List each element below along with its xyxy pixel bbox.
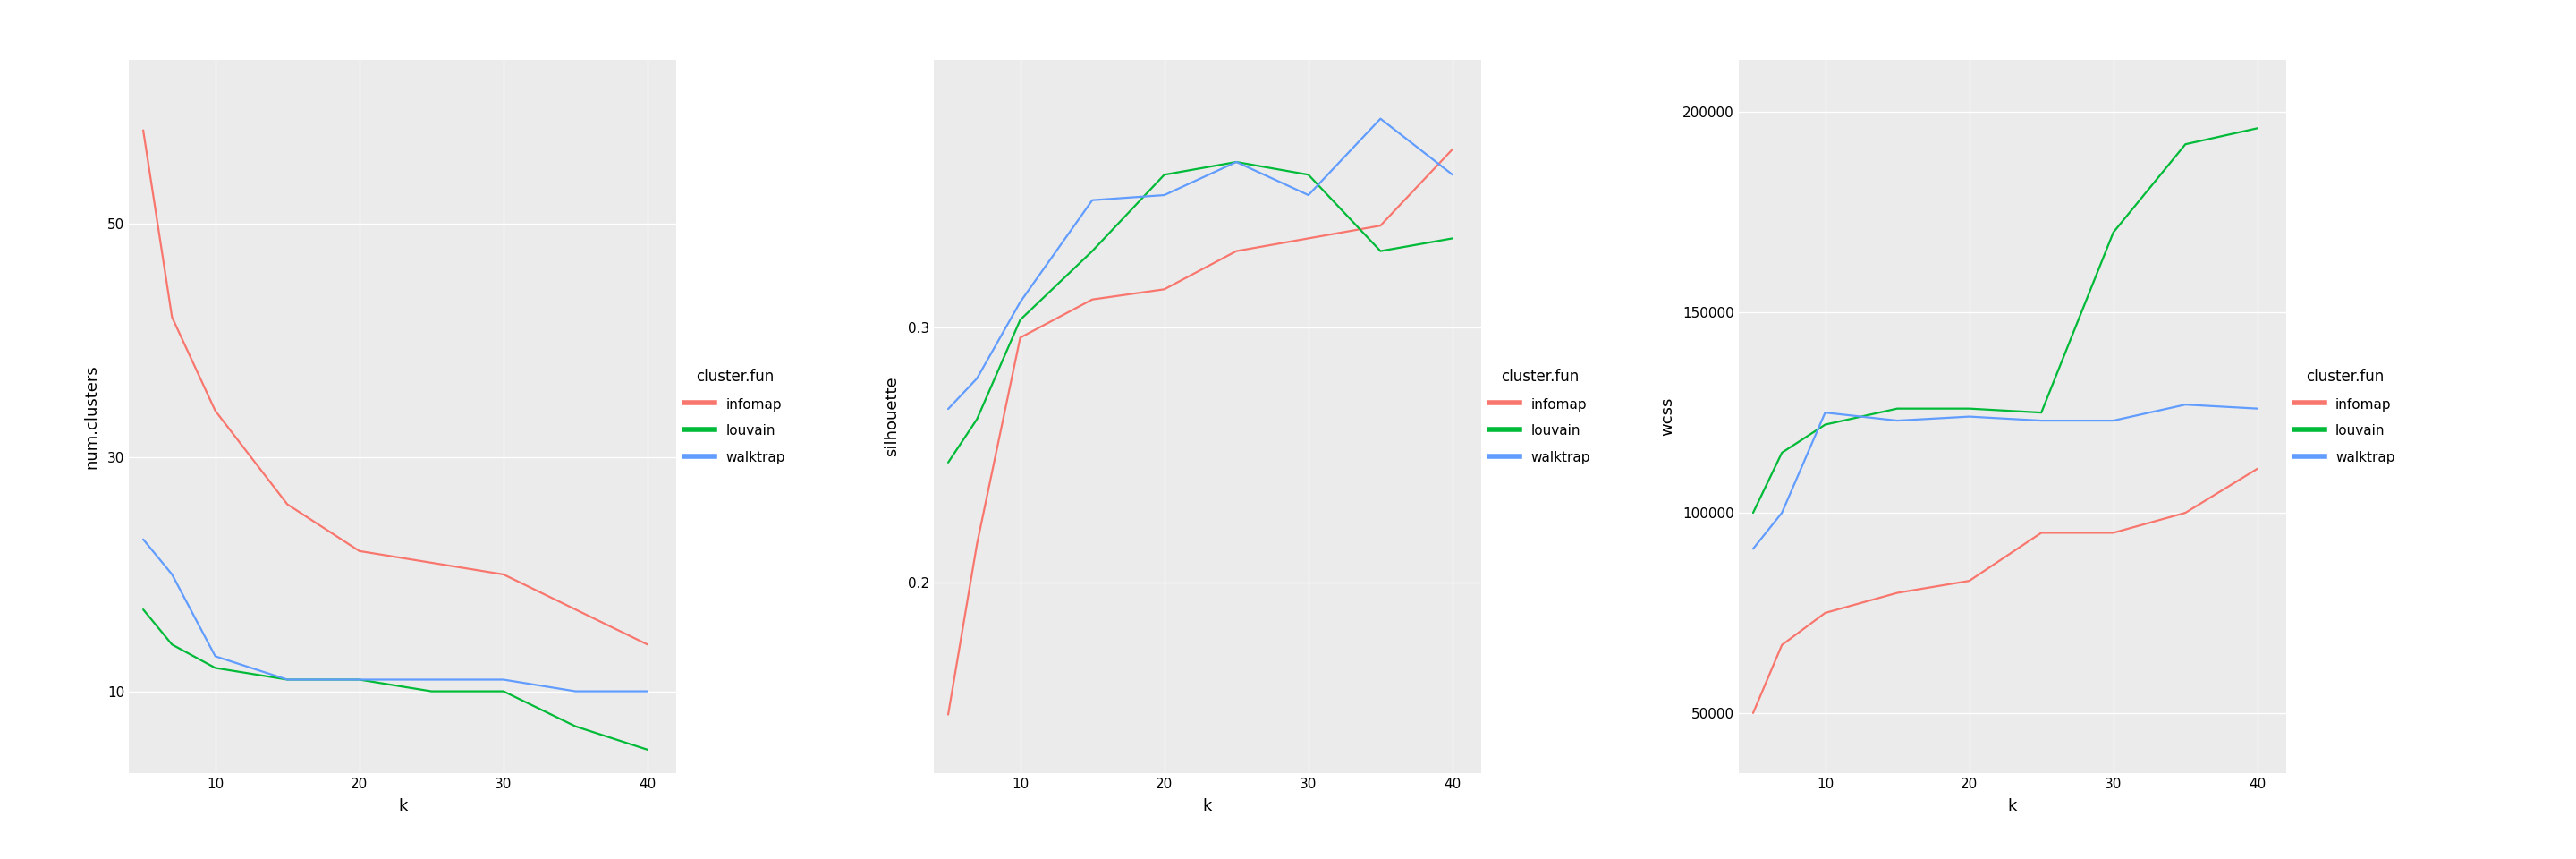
Y-axis label: num.clusters: num.clusters bbox=[82, 364, 100, 469]
Legend: infomap, louvain, walktrap: infomap, louvain, walktrap bbox=[1484, 363, 1595, 470]
X-axis label: k: k bbox=[397, 798, 407, 814]
Legend: infomap, louvain, walktrap: infomap, louvain, walktrap bbox=[680, 363, 791, 470]
X-axis label: k: k bbox=[2007, 798, 2017, 814]
Legend: infomap, louvain, walktrap: infomap, louvain, walktrap bbox=[2290, 363, 2401, 470]
Y-axis label: silhouette: silhouette bbox=[884, 376, 899, 457]
Y-axis label: wcss: wcss bbox=[1659, 397, 1674, 436]
X-axis label: k: k bbox=[1203, 798, 1213, 814]
